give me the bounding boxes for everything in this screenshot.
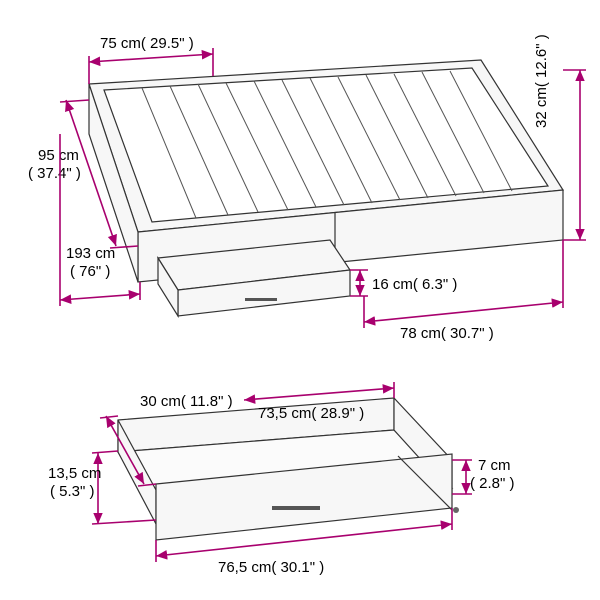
svg-text:73,5 cm( 28.9" ): 73,5 cm( 28.9" ) [258,405,364,422]
dim-bed-height-in: ( 12.6" ) [533,34,550,87]
dim-bed-length-cm: 193 cm [66,245,115,262]
dim-drawer-side-h-cm: 13,5 cm [48,465,101,482]
dimension-diagram: 75 cm( 29.5" ) 95 cm ( 37.4" ) 193 cm ( … [0,0,600,600]
svg-text:32 cm( 12.6" ): 32 cm( 12.6" ) [533,34,550,128]
dim-bed-drawer-h-cm: 16 cm [372,276,413,293]
svg-text:13,5 cm: 13,5 cm [48,465,101,482]
dim-bed-drawer-h-in: ( 6.3" ) [413,276,458,293]
svg-text:7 cm: 7 cm [478,457,511,474]
drawer-handle-icon [245,298,277,301]
dim-bed-depth-in: ( 37.4" ) [28,165,81,182]
dim-drawer-depth-cm: 30 cm [140,393,181,410]
dim-bed-width-top-in: ( 29.5" ) [141,35,194,52]
svg-text:75 cm( 29.5" ): 75 cm( 29.5" ) [100,35,194,52]
dim-bed-height-cm: 32 cm [533,87,550,128]
bed-frame [89,60,563,316]
svg-text:78 cm( 30.7" ): 78 cm( 30.7" ) [400,325,494,342]
svg-text:16 cm( 6.3" ): 16 cm( 6.3" ) [372,276,457,293]
svg-text:30 cm( 11.8" ): 30 cm( 11.8" ) [140,393,233,410]
svg-text:( 76" ): ( 76" ) [70,263,110,280]
svg-text:( 5.3" ): ( 5.3" ) [50,483,95,500]
dim-bed-width-top-cm: 75 cm [100,35,141,52]
dim-drawer-inner-h-cm: 7 cm [478,457,511,474]
dim-drawer-width-front-cm: 76,5 cm [218,559,271,576]
dim-drawer-inner-h-in: ( 2.8" ) [470,475,515,492]
dim-bed-width-front-cm: 78 cm [400,325,441,342]
dim-bed-width-front-in: ( 30.7" ) [441,325,494,342]
dim-drawer-width-back-in: ( 28.9" ) [311,405,364,422]
svg-text:193 cm: 193 cm [66,245,115,262]
dim-bed-length-in: ( 76" ) [70,263,110,280]
svg-text:95 cm: 95 cm [38,147,79,164]
dim-drawer-depth-in: ( 11.8" ) [181,393,233,410]
dim-drawer-width-front-in: ( 30.1" ) [271,559,324,576]
svg-text:76,5 cm( 30.1" ): 76,5 cm( 30.1" ) [218,559,324,576]
dim-drawer-side-h-in: ( 5.3" ) [50,483,95,500]
dim-drawer-width-back-cm: 73,5 cm [258,405,311,422]
svg-text:( 37.4" ): ( 37.4" ) [28,165,81,182]
dim-bed-depth-cm: 95 cm [38,147,79,164]
svg-text:( 2.8" ): ( 2.8" ) [470,475,515,492]
drawer-handle-icon [272,506,320,510]
